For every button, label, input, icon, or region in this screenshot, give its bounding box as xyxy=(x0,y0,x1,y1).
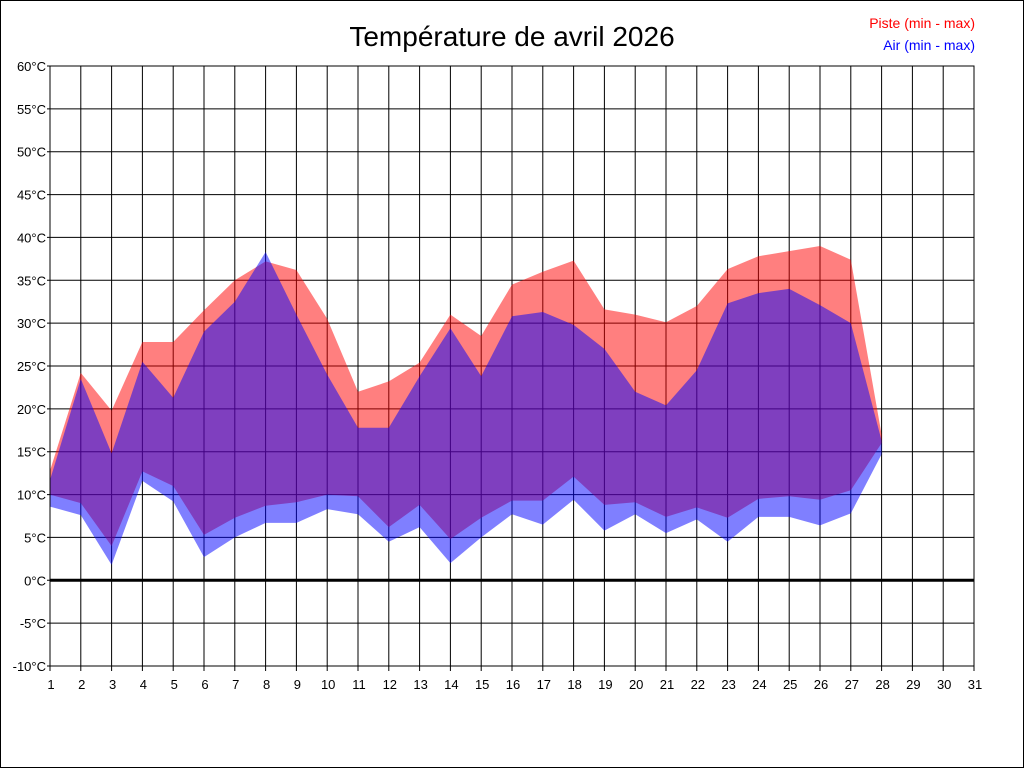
y-tick-label: 5°C xyxy=(24,530,46,545)
x-tick-label: 27 xyxy=(845,677,859,692)
x-tick-label: 10 xyxy=(321,677,335,692)
x-tick-label: 11 xyxy=(352,677,366,692)
x-tick-label: 24 xyxy=(752,677,766,692)
y-tick-label: 50°C xyxy=(17,145,46,160)
x-tick-label: 21 xyxy=(660,677,674,692)
y-tick-label: 40°C xyxy=(17,230,46,245)
legend-air: Air (min - max) xyxy=(883,37,975,53)
x-tick-label: 22 xyxy=(691,677,705,692)
x-tick-label: 17 xyxy=(537,677,551,692)
axes: 1 2 3 4 5 6 7 8 9 10 11 12 13 14 15 16 17 18 19 20 21 22 23 24 2… xyxy=(13,59,983,692)
x-tick-label: 14 xyxy=(444,677,458,692)
y-tick-label: 20°C xyxy=(17,402,46,417)
x-tick-label: 26 xyxy=(814,677,828,692)
x-tick-label: 7 xyxy=(232,677,239,692)
x-tick-label: 30 xyxy=(937,677,951,692)
x-tick-label: 1 xyxy=(47,677,54,692)
chart-title: Température de avril 2026 xyxy=(349,21,674,52)
x-tick-label: 13 xyxy=(413,677,427,692)
y-tick-label: -5°C xyxy=(20,616,46,631)
plot-border xyxy=(49,65,975,667)
x-tick-label: 4 xyxy=(140,677,147,692)
x-tick-label: 12 xyxy=(383,677,397,692)
x-tick-label: 29 xyxy=(906,677,920,692)
y-tick-label: 60°C xyxy=(17,59,46,74)
x-tick-label: 15 xyxy=(475,677,489,692)
x-tick-label: 2 xyxy=(78,677,85,692)
x-tick-label: 16 xyxy=(506,677,520,692)
y-tick-label: 0°C xyxy=(24,573,46,588)
x-tick-label: 20 xyxy=(629,677,643,692)
air-range-area xyxy=(50,252,882,565)
y-tick-label: 25°C xyxy=(17,359,46,374)
y-tick-label: 30°C xyxy=(17,316,46,331)
x-tick-label: 3 xyxy=(109,677,116,692)
x-tick-label: 6 xyxy=(201,677,208,692)
y-tick-label: 15°C xyxy=(17,445,46,460)
x-tick-label: 31 xyxy=(968,677,982,692)
y-tick-label: 45°C xyxy=(17,188,46,203)
x-tick-label: 28 xyxy=(875,677,889,692)
x-tick-label: 19 xyxy=(598,677,612,692)
x-tick-label: 25 xyxy=(783,677,797,692)
y-tick-label: 35°C xyxy=(17,273,46,288)
legend-piste: Piste (min - max) xyxy=(869,15,975,31)
areas xyxy=(50,246,882,565)
x-tick-label: 18 xyxy=(567,677,581,692)
x-tick-label: 5 xyxy=(171,677,178,692)
y-tick-label: 55°C xyxy=(17,102,46,117)
y-tick-label: 10°C xyxy=(17,488,46,503)
x-tick-label: 8 xyxy=(263,677,270,692)
y-tick-label: -10°C xyxy=(13,659,46,674)
x-tick-label: 23 xyxy=(721,677,735,692)
x-tick-label: 9 xyxy=(294,677,301,692)
